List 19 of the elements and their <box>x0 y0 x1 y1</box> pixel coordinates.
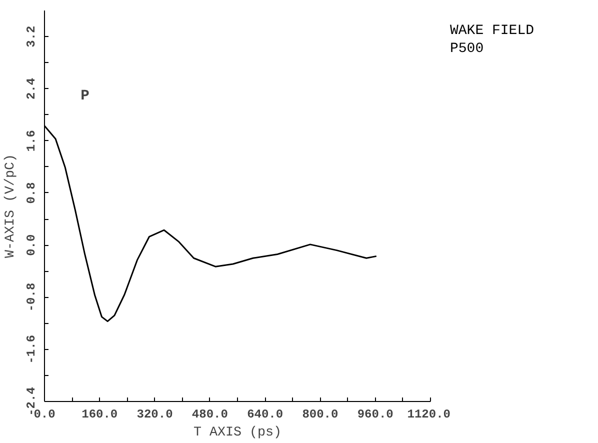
y-tick-label: 3.2 <box>24 26 38 48</box>
y-tick-label: 0.0 <box>24 234 38 256</box>
y-tick-label: 1.6 <box>24 130 38 152</box>
x-tick-label: 1120.0 <box>407 408 451 422</box>
x-tick-label: 960.0 <box>357 408 394 422</box>
text: WAKE FIELD <box>450 22 534 40</box>
x-axis-title: T AXIS (ps) <box>194 426 282 440</box>
annotation: P <box>80 88 90 105</box>
y-tick-label: -0.8 <box>24 282 38 312</box>
y-tick-label: 2.4 <box>24 78 38 100</box>
x-tick-label: 800.0 <box>302 408 338 422</box>
y-tick-label: 0.8 <box>24 182 38 204</box>
x-tick-label: 480.0 <box>192 408 228 422</box>
y-tick-label: -1.6 <box>24 334 38 364</box>
text: P500 <box>450 40 484 58</box>
y-axis-title: W-AXIS (V/pC) <box>4 154 18 258</box>
x-tick-label: 320.0 <box>136 408 173 422</box>
x-tick-label: 160.0 <box>82 408 118 422</box>
x-tick-label: 640.0 <box>247 408 284 422</box>
